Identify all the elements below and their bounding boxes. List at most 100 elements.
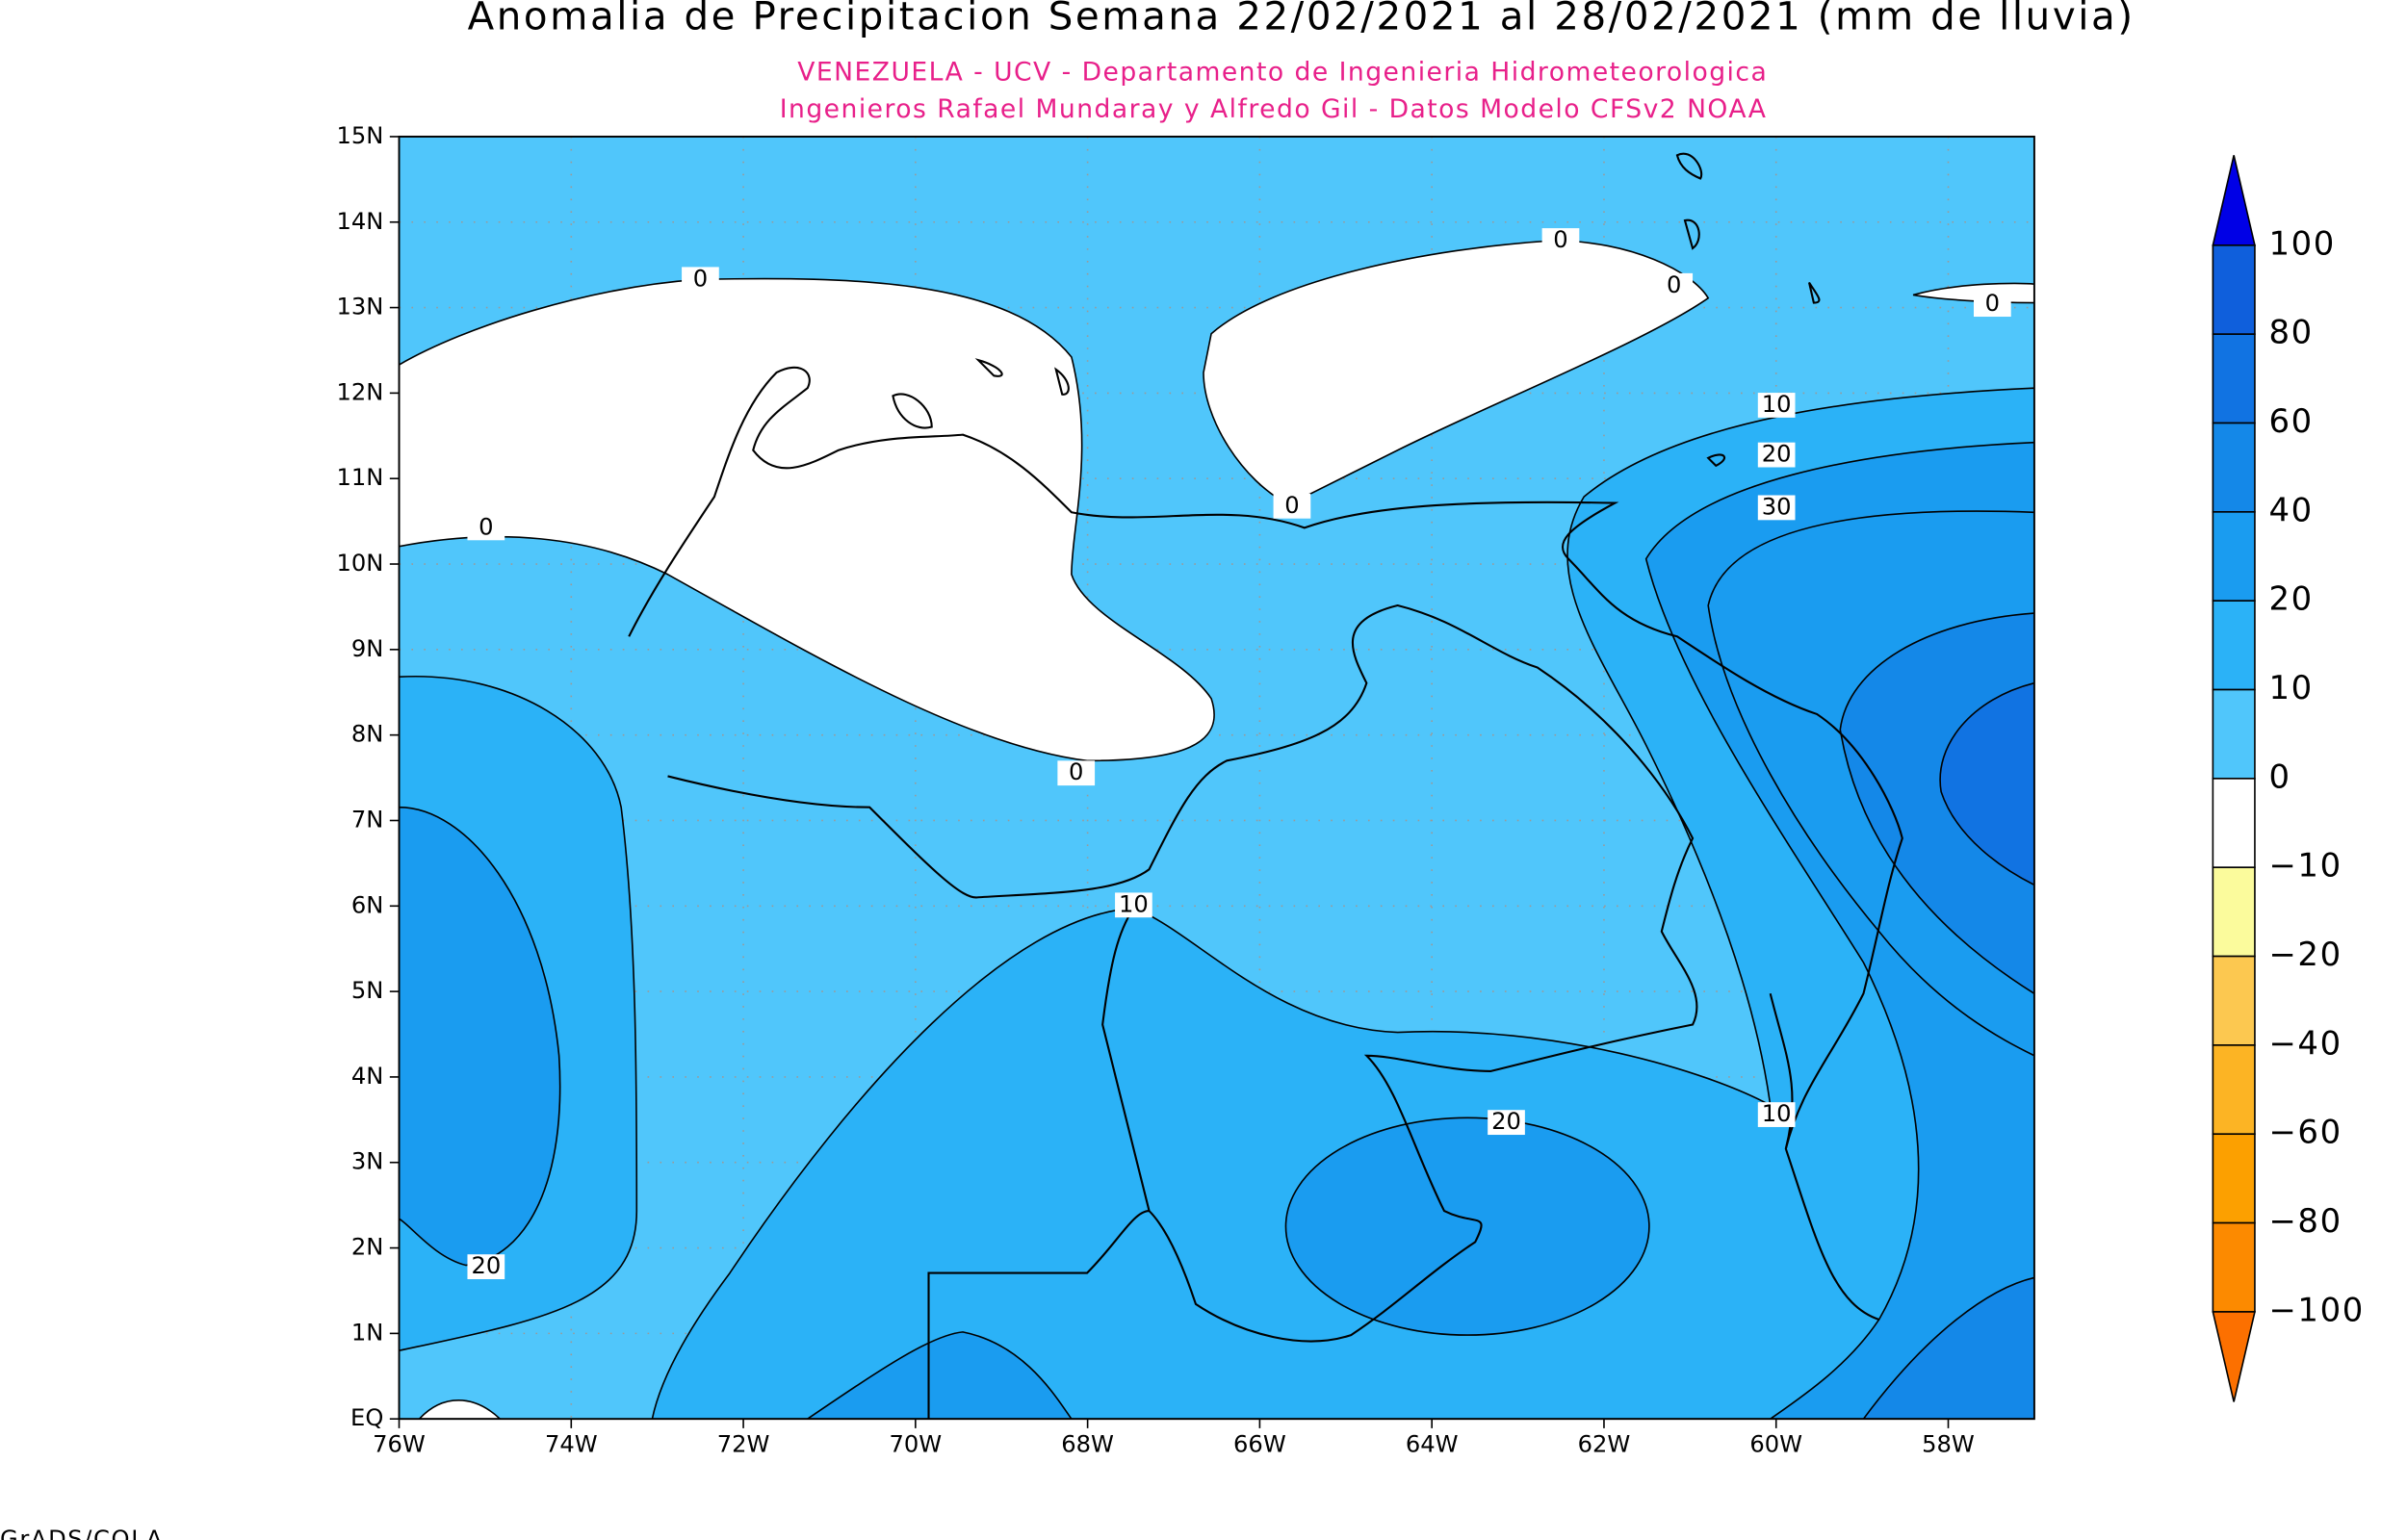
border	[1769, 993, 1794, 1149]
colorbar-segment	[2212, 1044, 2256, 1136]
colorbar-arrow	[2212, 155, 2256, 246]
colorbar-label: 80	[2268, 314, 2313, 351]
colorbar-label: 40	[2268, 491, 2313, 528]
colorbar-label: 60	[2268, 402, 2313, 440]
field-40-60	[1862, 1276, 2034, 1420]
contour-label: 0	[693, 265, 708, 292]
lat-tick-label: 3N	[351, 1148, 383, 1175]
lon-tick-label: 60W	[1749, 1431, 1802, 1458]
lat-tick-label: 10N	[337, 550, 384, 577]
contour-label: 0	[1985, 290, 2000, 317]
lon-tick-label: 76W	[373, 1431, 426, 1458]
frame	[398, 135, 2035, 1421]
contour-label: 30	[1762, 493, 1792, 520]
lat-tick-label: 2N	[351, 1234, 383, 1261]
contour-label-box	[1757, 495, 1796, 521]
contour-label-box	[1655, 272, 1694, 298]
field-neg10-0	[418, 1399, 502, 1420]
colorbar-segment	[2212, 1221, 2256, 1313]
contour-label: 10	[1762, 391, 1792, 418]
subtitle: Ingenieros Rafael Mundaray y Alfredo Gil…	[780, 94, 1768, 124]
contour-labels: 0 0 0 0 0 0 0 10 10 10 20 20 20 30	[467, 226, 2011, 1280]
contour-label-box	[1974, 292, 2011, 318]
lon-tick-label: 66W	[1233, 1431, 1286, 1458]
contour-label: 0	[1069, 758, 1083, 785]
contour-label: 0	[1667, 271, 1681, 298]
lat-tick-label: 7N	[351, 806, 383, 833]
contour-label: 20	[471, 1252, 501, 1279]
lat-tick-label: 1N	[351, 1319, 383, 1346]
colorbar-segment	[2212, 688, 2256, 780]
field-60-80	[1939, 681, 2034, 886]
lon-tick-label: 64W	[1406, 1431, 1459, 1458]
field-neg10-0	[399, 277, 1215, 762]
contour-label-box	[1115, 892, 1152, 918]
colorbar-label: −10	[2268, 847, 2342, 885]
lon-tick-label: 70W	[889, 1431, 942, 1458]
credit: GrADS/COLA	[0, 1526, 164, 1540]
colorbar-segment	[2212, 422, 2256, 513]
colorbar-label: 0	[2268, 757, 2291, 795]
border	[927, 1210, 1150, 1420]
field-20-40	[806, 1331, 1073, 1420]
colorbar-label: −80	[2268, 1202, 2342, 1240]
colorbar-label: 100	[2268, 224, 2335, 262]
lon-tick-label: 58W	[1922, 1431, 1975, 1458]
colorbar-label: −60	[2268, 1114, 2342, 1151]
contour-label: 0	[1284, 492, 1299, 519]
colorbar-label: 10	[2268, 669, 2313, 706]
contour-label-box	[467, 515, 505, 541]
contour-label: 20	[1762, 441, 1792, 468]
lon-tick-label: 62W	[1578, 1431, 1631, 1458]
contour-label-box	[1757, 393, 1796, 418]
contour-label: 0	[479, 513, 493, 540]
contour-label: 10	[1762, 1100, 1792, 1127]
lat-tick-label: 15N	[337, 122, 384, 149]
colorbar-segment	[2212, 244, 2256, 335]
colorbar-label: 20	[2268, 580, 2313, 618]
contour-label: 10	[1119, 890, 1149, 917]
contour-label-box	[1057, 760, 1096, 786]
contour-label: 0	[1553, 226, 1567, 253]
lat-tick-label: 8N	[351, 721, 383, 748]
contour-label-box	[1757, 1102, 1796, 1127]
lon-tick-label: 74W	[545, 1431, 598, 1458]
subtitle: VENEZUELA - UCV - Departamento de Ingeni…	[797, 57, 1768, 87]
border	[667, 603, 1698, 1343]
lat-tick-label: 11N	[337, 464, 384, 491]
colorbar-segment	[2212, 511, 2256, 602]
axes: 15N 14N 13N 12N 11N 10N 9N 8N 7N 6N 5N 4N 3N 2N 1N EQ76…	[337, 122, 1975, 1458]
lat-tick-label: 6N	[351, 891, 383, 918]
lat-tick-label: 12N	[337, 378, 384, 405]
field-20-40	[399, 806, 561, 1267]
lat-tick-label: 9N	[351, 635, 383, 662]
colorbar-segment	[2212, 600, 2256, 691]
contour-label-box	[467, 1254, 505, 1280]
lon-tick-label: 72W	[717, 1431, 770, 1458]
contour-label-box	[1757, 442, 1796, 468]
lat-tick-label: 13N	[337, 294, 384, 321]
lat-tick-label: 4N	[351, 1063, 383, 1090]
contour-label-box	[682, 267, 719, 293]
contour-label-box	[1273, 493, 1311, 519]
coastline	[628, 366, 1903, 1321]
colorbar-segment	[2212, 333, 2256, 424]
lat-tick-label: 5N	[351, 977, 383, 1004]
lon-tick-label: 68W	[1061, 1431, 1114, 1458]
field-20-40	[1284, 1116, 1650, 1336]
title: Anomalia de Precipitacion Semana 22/02/2…	[468, 0, 2135, 38]
contour-label-box	[1541, 228, 1580, 253]
island	[892, 152, 1821, 468]
colorbar-segment	[2212, 778, 2256, 869]
lat-tick-label: 14N	[337, 208, 384, 235]
colorbar-segment	[2212, 1133, 2256, 1224]
lat-tick-label: EQ	[350, 1404, 383, 1431]
colorbar-arrow	[2212, 1311, 2256, 1402]
colorbar-segment	[2212, 866, 2256, 958]
colorbar-label: −100	[2268, 1291, 2364, 1328]
colorbar-segment	[2212, 955, 2256, 1046]
colorbar-label: −20	[2268, 936, 2342, 973]
